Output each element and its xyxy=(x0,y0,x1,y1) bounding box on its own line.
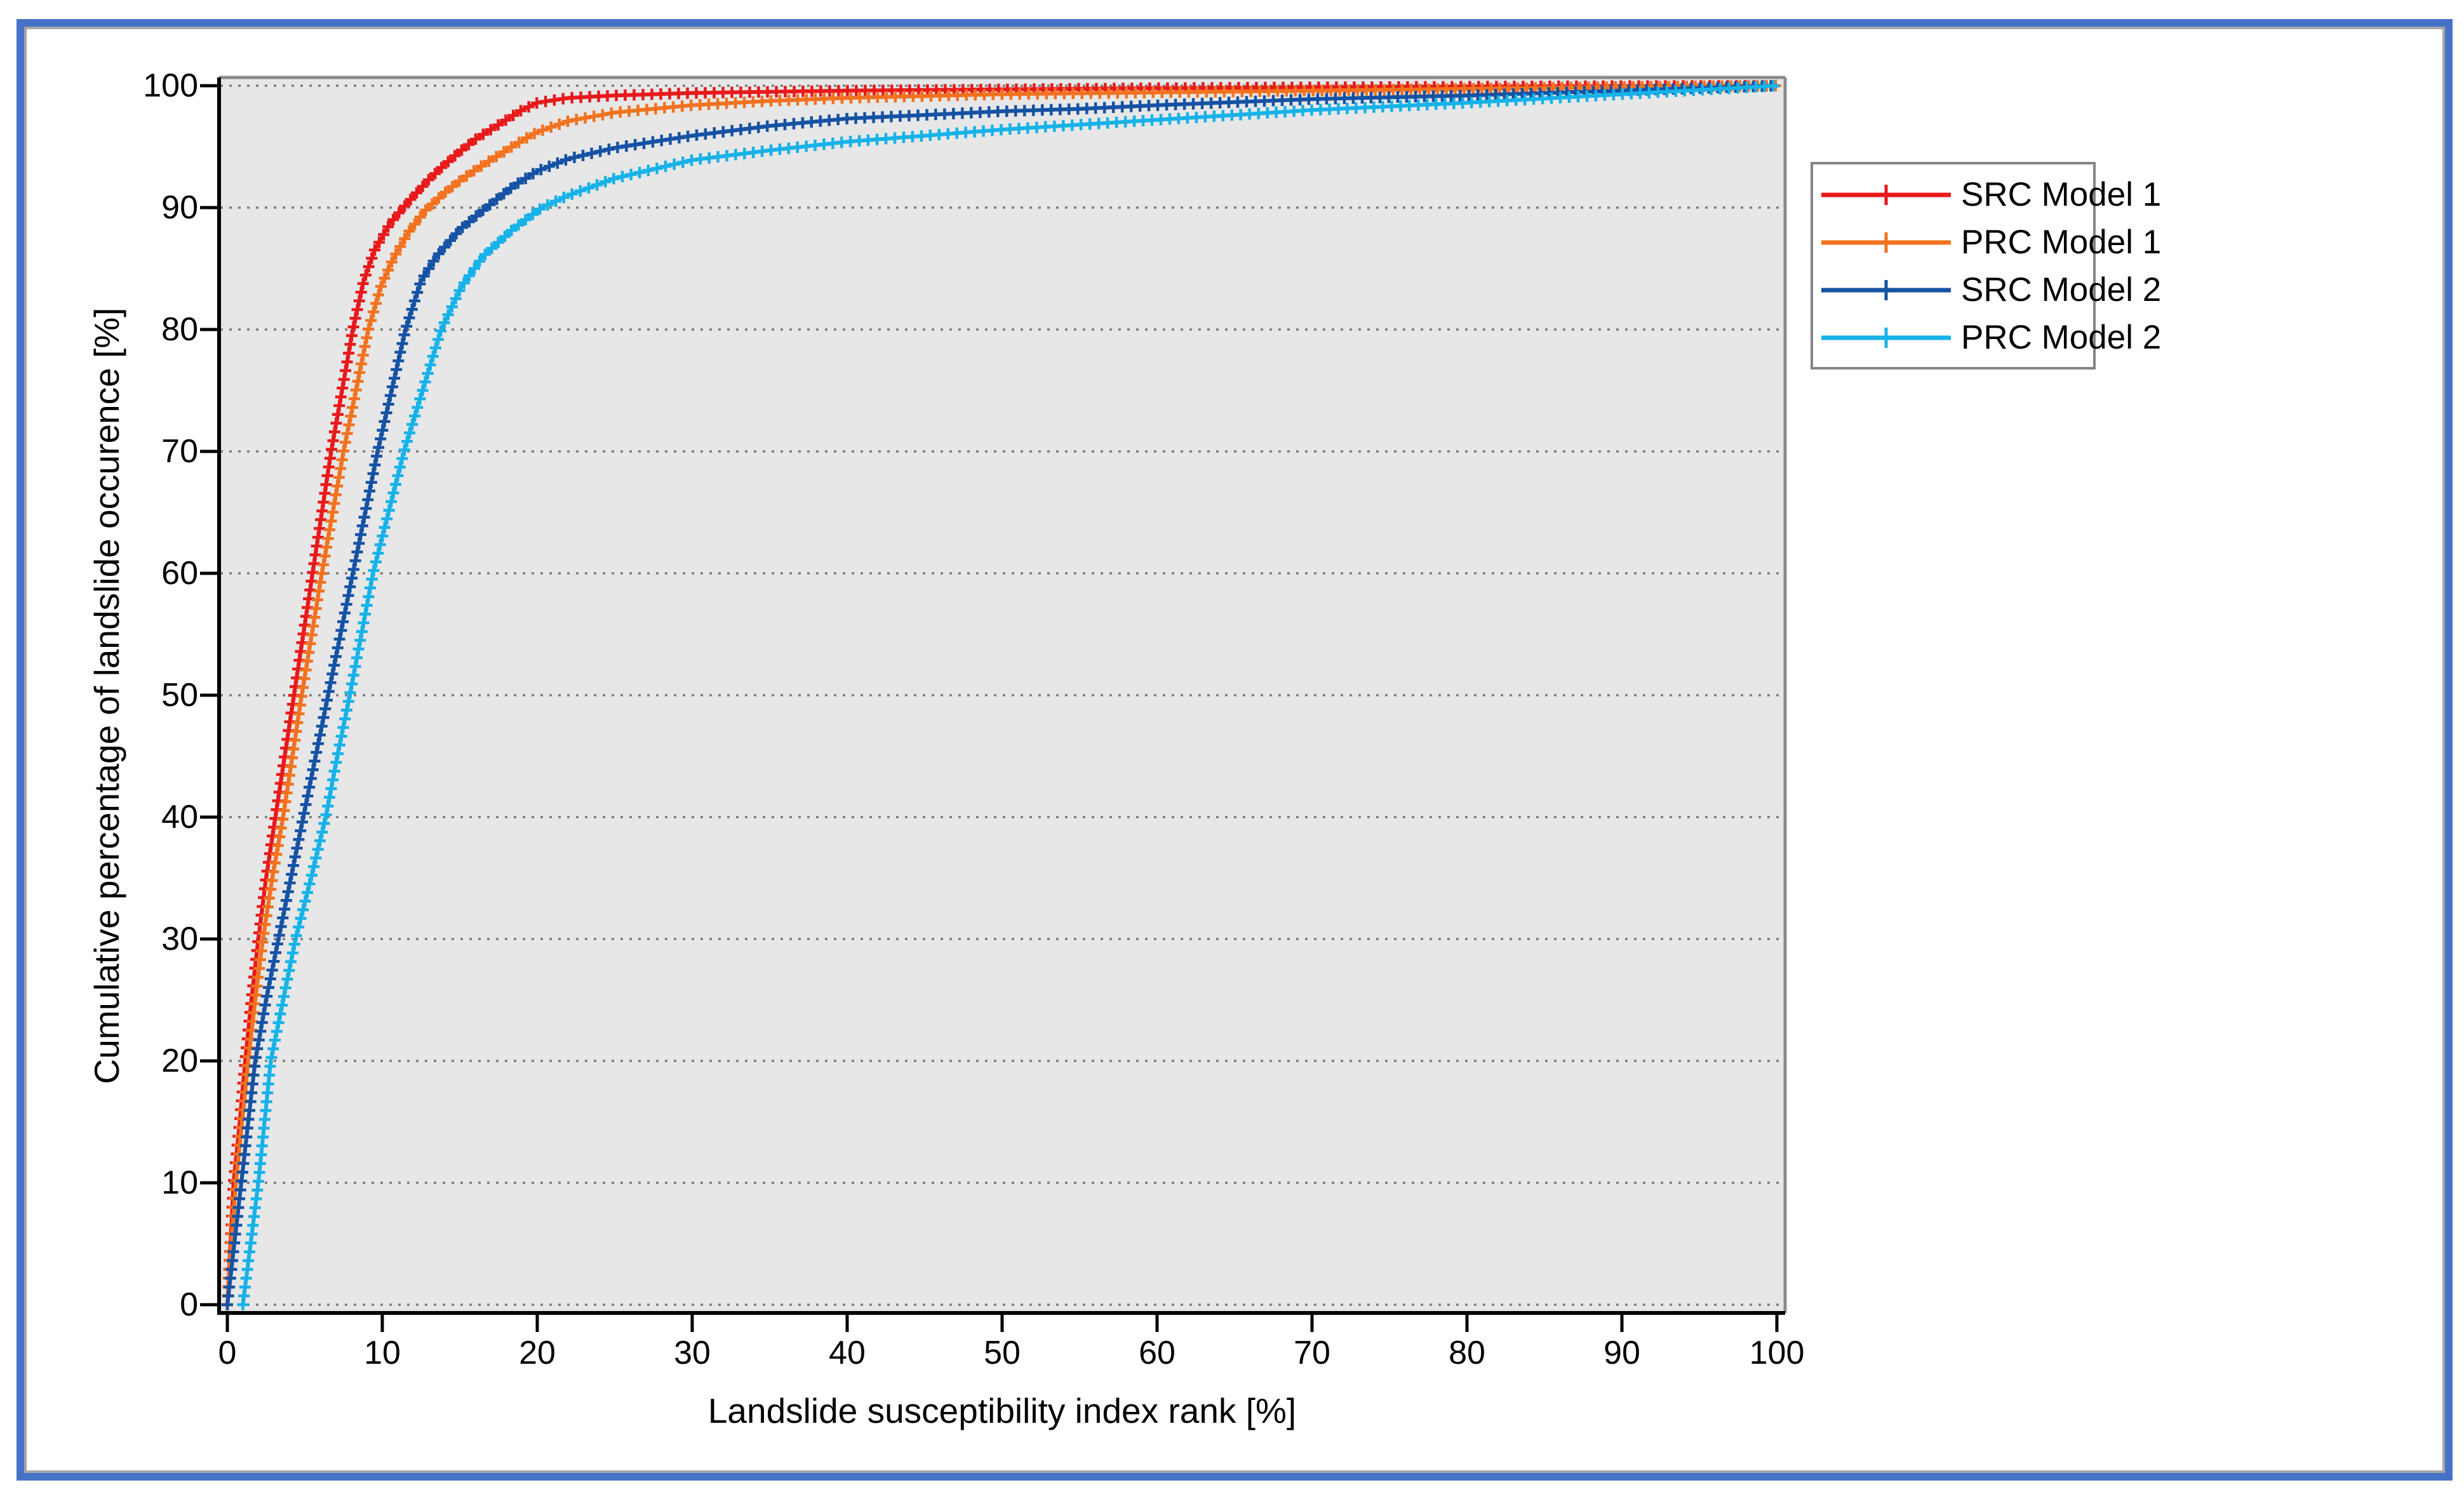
y-tick-label: 80 xyxy=(161,311,198,348)
x-tick-label: 30 xyxy=(674,1335,711,1371)
legend-entry-label: SRC Model 1 xyxy=(1961,176,2162,213)
x-tick-label: 20 xyxy=(519,1335,556,1371)
y-tick-label: 40 xyxy=(161,799,198,836)
x-tick-label: 10 xyxy=(364,1335,401,1371)
y-tick-label: 0 xyxy=(180,1286,198,1323)
y-tick-label: 50 xyxy=(161,677,198,714)
y-tick-label: 70 xyxy=(161,433,198,470)
x-tick-label: 40 xyxy=(829,1335,866,1371)
x-axis-title: Landslide susceptibility index rank [%] xyxy=(707,1391,1297,1430)
legend-entry-label: PRC Model 1 xyxy=(1961,223,2162,261)
x-tick-label: 100 xyxy=(1749,1335,1805,1371)
y-axis-title: Cumulative percentage of landslide occur… xyxy=(87,307,126,1084)
y-tick-label: 90 xyxy=(161,189,198,226)
legend-entry-label: PRC Model 2 xyxy=(1961,319,2162,356)
y-tick-label: 20 xyxy=(161,1042,198,1079)
x-tick-label: 80 xyxy=(1449,1335,1485,1371)
x-tick-label: 0 xyxy=(218,1335,237,1371)
x-tick-label: 60 xyxy=(1139,1335,1175,1371)
y-tick-label: 100 xyxy=(143,67,198,104)
y-tick-label: 30 xyxy=(161,921,198,957)
legend-entry-label: SRC Model 2 xyxy=(1961,271,2162,309)
y-tick-label: 60 xyxy=(161,555,198,592)
x-tick-label: 90 xyxy=(1604,1335,1640,1371)
x-tick-label: 50 xyxy=(984,1335,1021,1371)
y-tick-label: 10 xyxy=(161,1164,198,1201)
x-tick-label: 70 xyxy=(1294,1335,1330,1371)
